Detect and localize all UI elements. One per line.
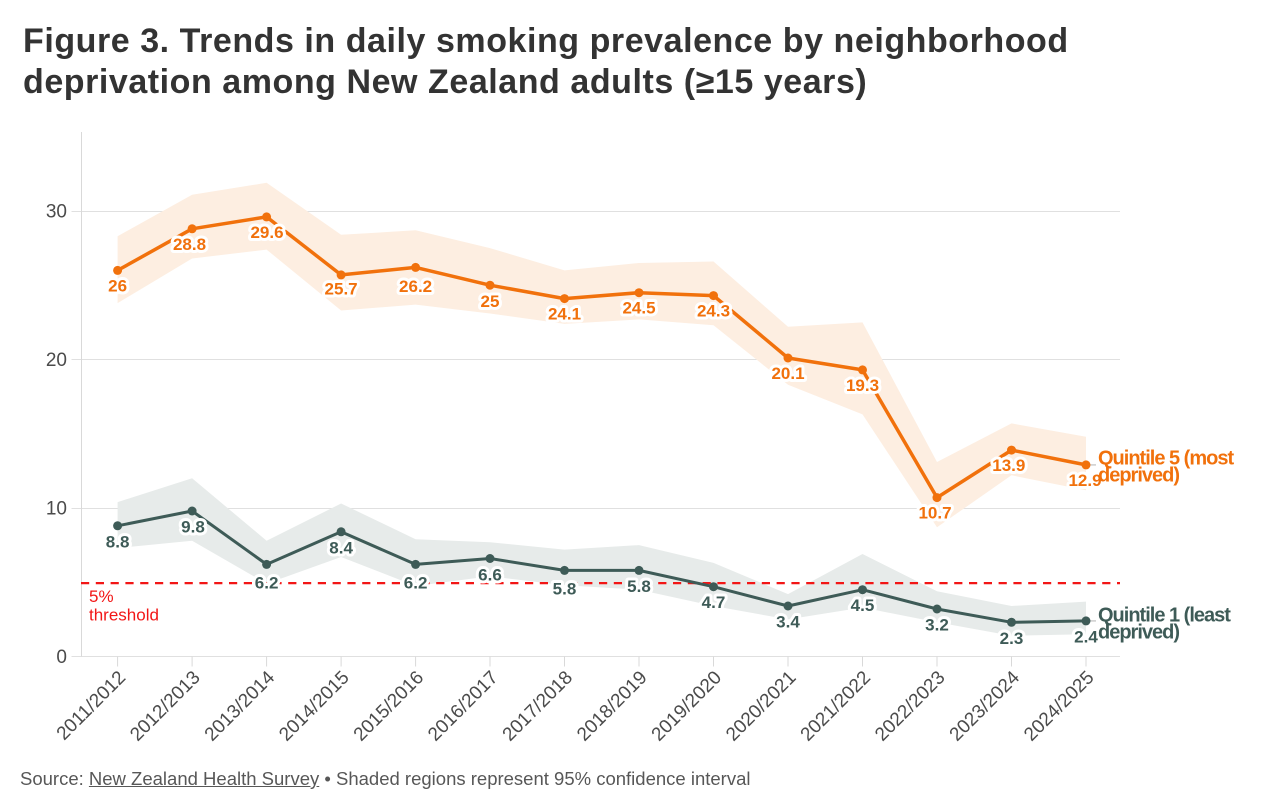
svg-text:12.9: 12.9 <box>1068 471 1101 490</box>
svg-text:24.3: 24.3 <box>697 302 730 321</box>
svg-text:Quintile 1 (least: Quintile 1 (least <box>1098 604 1231 626</box>
svg-text:13.9: 13.9 <box>992 456 1025 475</box>
svg-text:25.7: 25.7 <box>325 279 358 298</box>
svg-text:0: 0 <box>56 647 67 668</box>
svg-text:4.5: 4.5 <box>851 596 875 615</box>
svg-text:5%: 5% <box>89 587 114 606</box>
svg-text:2022/2023: 2022/2023 <box>871 667 949 745</box>
svg-text:Quintile 5 (most: Quintile 5 (most <box>1098 448 1234 470</box>
svg-text:deprived): deprived) <box>1098 621 1179 643</box>
svg-text:8.4: 8.4 <box>329 538 353 557</box>
svg-text:2018/2019: 2018/2019 <box>573 667 651 745</box>
svg-text:2021/2022: 2021/2022 <box>797 667 875 745</box>
svg-text:2012/2013: 2012/2013 <box>126 667 204 745</box>
svg-text:6.2: 6.2 <box>404 573 428 592</box>
svg-text:2.3: 2.3 <box>1000 629 1024 648</box>
svg-text:6.6: 6.6 <box>478 566 502 585</box>
svg-text:6.2: 6.2 <box>255 573 279 592</box>
svg-text:2016/2017: 2016/2017 <box>424 667 502 745</box>
svg-text:10: 10 <box>46 499 67 520</box>
svg-text:4.7: 4.7 <box>702 593 726 612</box>
svg-text:29.6: 29.6 <box>250 223 283 242</box>
svg-text:20.1: 20.1 <box>771 364 804 383</box>
svg-text:30: 30 <box>46 202 67 223</box>
svg-text:2.4: 2.4 <box>1074 627 1098 646</box>
svg-text:19.3: 19.3 <box>846 376 879 395</box>
svg-text:26: 26 <box>108 276 127 295</box>
svg-text:2015/2016: 2015/2016 <box>350 667 428 745</box>
svg-text:9.8: 9.8 <box>181 518 205 537</box>
svg-text:5.8: 5.8 <box>553 579 577 598</box>
svg-text:10.7: 10.7 <box>918 504 951 523</box>
svg-text:28.8: 28.8 <box>173 235 206 254</box>
svg-text:deprived): deprived) <box>1098 465 1179 487</box>
svg-text:2011/2012: 2011/2012 <box>53 667 130 744</box>
svg-text:2019/2020: 2019/2020 <box>648 667 726 745</box>
svg-text:2013/2014: 2013/2014 <box>201 667 280 746</box>
svg-text:2024/2025: 2024/2025 <box>1020 667 1098 745</box>
svg-text:20: 20 <box>46 350 67 371</box>
svg-text:25: 25 <box>481 292 500 311</box>
svg-text:8.8: 8.8 <box>106 532 130 551</box>
svg-text:2020/2021: 2020/2021 <box>722 667 800 745</box>
svg-text:24.1: 24.1 <box>548 305 581 324</box>
svg-text:threshold: threshold <box>89 605 159 624</box>
svg-text:2023/2024: 2023/2024 <box>946 667 1025 746</box>
svg-text:3.2: 3.2 <box>925 616 949 635</box>
svg-text:5.8: 5.8 <box>627 577 651 596</box>
svg-text:26.2: 26.2 <box>399 277 432 296</box>
svg-text:3.4: 3.4 <box>776 613 800 632</box>
svg-text:2017/2018: 2017/2018 <box>499 667 577 745</box>
svg-text:2014/2015: 2014/2015 <box>275 667 353 745</box>
svg-text:24.5: 24.5 <box>622 299 655 318</box>
